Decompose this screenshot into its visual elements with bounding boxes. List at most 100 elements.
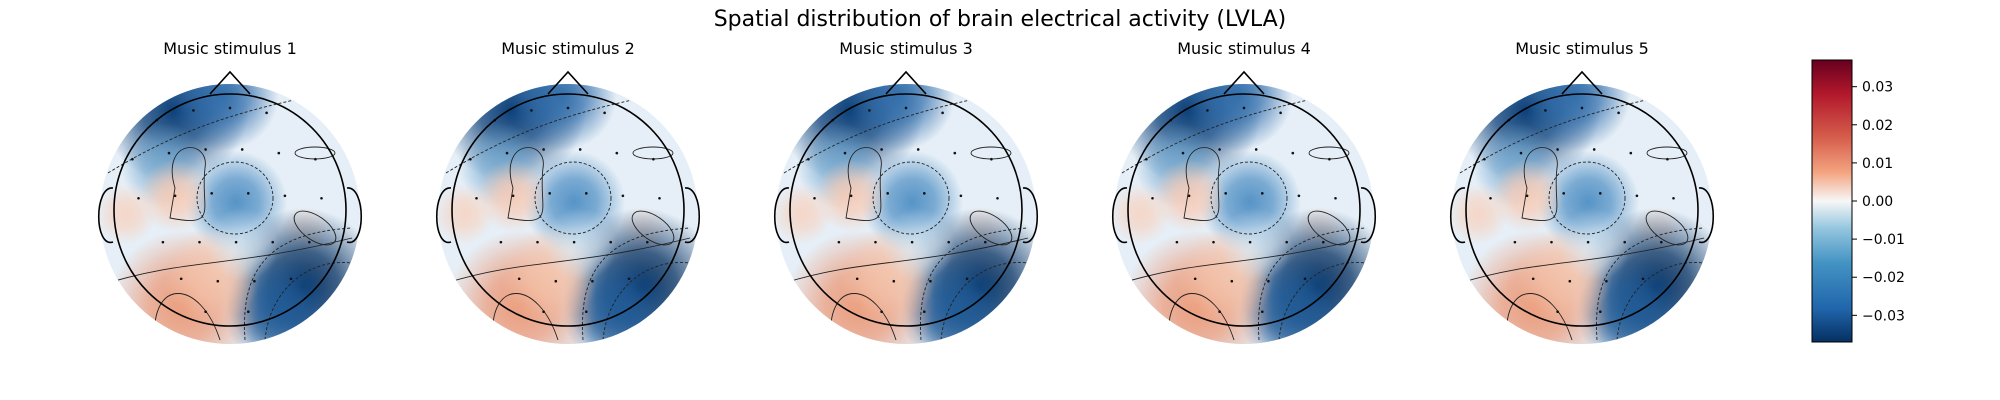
contour-line [940, 262, 1029, 341]
electrode-dot [1483, 157, 1486, 161]
topomap-panels: Music stimulus 1 Music stimulus 2 Music st… [98, 39, 1714, 344]
contour-line [169, 147, 206, 221]
electrode-dot [1267, 279, 1270, 283]
electrode-dot [1230, 279, 1234, 283]
electrode-dot [320, 196, 323, 200]
contour-line [1278, 262, 1367, 341]
electrode-dot [627, 277, 631, 281]
nose-outline [547, 70, 589, 95]
contour-line [244, 227, 353, 341]
electrode-dot [1145, 157, 1148, 161]
electrode-dot [984, 240, 987, 244]
electrode-dot [1254, 148, 1258, 151]
electrode-dot [277, 151, 281, 155]
colorbar-tick-label: −0.02 [1862, 270, 1905, 286]
nose-outline [209, 70, 251, 95]
topomap-panel-1: Music stimulus 1 [98, 39, 362, 344]
electrode-dot [1641, 277, 1645, 281]
activity-region [507, 84, 617, 151]
left-ear-outline [436, 187, 452, 243]
electrode-dot [916, 148, 920, 151]
electrode-dot [216, 279, 220, 283]
colorbar-gradient [1811, 59, 1853, 343]
electrode-dot [253, 279, 256, 283]
head-outline [451, 93, 685, 327]
electrode-dot [131, 157, 134, 161]
electrode-dot [578, 148, 582, 151]
contour-line [602, 262, 691, 341]
electrode-dot [204, 310, 207, 314]
left-ear-outline [774, 187, 790, 243]
electrode-dot [1580, 106, 1584, 110]
electrode-dot [314, 157, 317, 161]
electrode-dot [137, 196, 140, 200]
electrode-dot [1285, 240, 1288, 244]
electrode-dot [505, 151, 509, 155]
electrode-dot [1261, 192, 1264, 195]
contour-line [1596, 227, 1705, 341]
head-outline [1127, 93, 1361, 327]
electrode-dot [198, 240, 201, 244]
contour-line [1616, 262, 1705, 341]
electrode-dot [1242, 106, 1246, 110]
scalp-field [776, 84, 1036, 344]
electrode-dot [210, 192, 213, 195]
electrode-dot [204, 148, 207, 151]
electrode-dot [585, 192, 588, 195]
panel-title: Music stimulus 1 [163, 39, 297, 58]
electrode-dot [886, 192, 889, 195]
contour-line [1183, 147, 1220, 221]
electrode-dot [475, 196, 478, 200]
electrode-dot [652, 157, 655, 161]
electrode-dot [511, 194, 515, 198]
contour-line [783, 237, 1029, 284]
panel-title: Music stimulus 2 [501, 39, 635, 58]
contour-line [445, 237, 691, 284]
topomap-panel-2: Music stimulus 2 [436, 39, 700, 344]
right-ear-outline [346, 187, 362, 243]
electrode-dot [1556, 310, 1559, 314]
electrode-dot [554, 279, 558, 283]
electrode-dot [167, 151, 171, 155]
electrode-dot [609, 240, 612, 244]
electrode-dot [1635, 194, 1639, 198]
electrode-dot [837, 240, 841, 244]
electrode-dot [536, 240, 539, 244]
electrode-dot [1218, 148, 1221, 151]
contour-line [107, 237, 353, 284]
electrode-dot [1328, 157, 1331, 161]
contour-line [264, 262, 353, 341]
activity-region [205, 208, 279, 282]
electrode-dot [880, 310, 883, 314]
contour-line [1521, 147, 1558, 221]
electrode-dot [265, 111, 268, 115]
scalp-field [100, 84, 360, 344]
electrode-dot [1666, 157, 1669, 161]
electrode-dot [1556, 148, 1559, 151]
electrode-dot [1531, 277, 1535, 281]
contour-line [196, 161, 274, 235]
panel-title: Music stimulus 3 [839, 39, 973, 58]
electrode-dot [1550, 240, 1553, 244]
electrode-dot [566, 106, 570, 110]
electrode-dot [941, 111, 944, 115]
activity-region [1183, 84, 1293, 151]
electrode-dot [1224, 192, 1227, 195]
electrode-dot [591, 279, 594, 283]
electrode-dot [308, 240, 311, 244]
right-ear-outline [1698, 187, 1714, 243]
contour-line [1459, 237, 1705, 284]
right-ear-outline [1360, 187, 1376, 243]
electrode-dot [1562, 192, 1565, 195]
electrode-dot [161, 240, 165, 244]
electrode-dot [615, 151, 619, 155]
electrode-dot [1297, 194, 1301, 198]
electrode-dot [173, 194, 177, 198]
electrode-dot [849, 194, 853, 198]
electrode-dot [1519, 151, 1523, 155]
electrode-dot [517, 277, 521, 281]
electrode-dot [234, 240, 238, 244]
electrode-dot [953, 151, 957, 155]
electrode-dot [923, 310, 926, 314]
